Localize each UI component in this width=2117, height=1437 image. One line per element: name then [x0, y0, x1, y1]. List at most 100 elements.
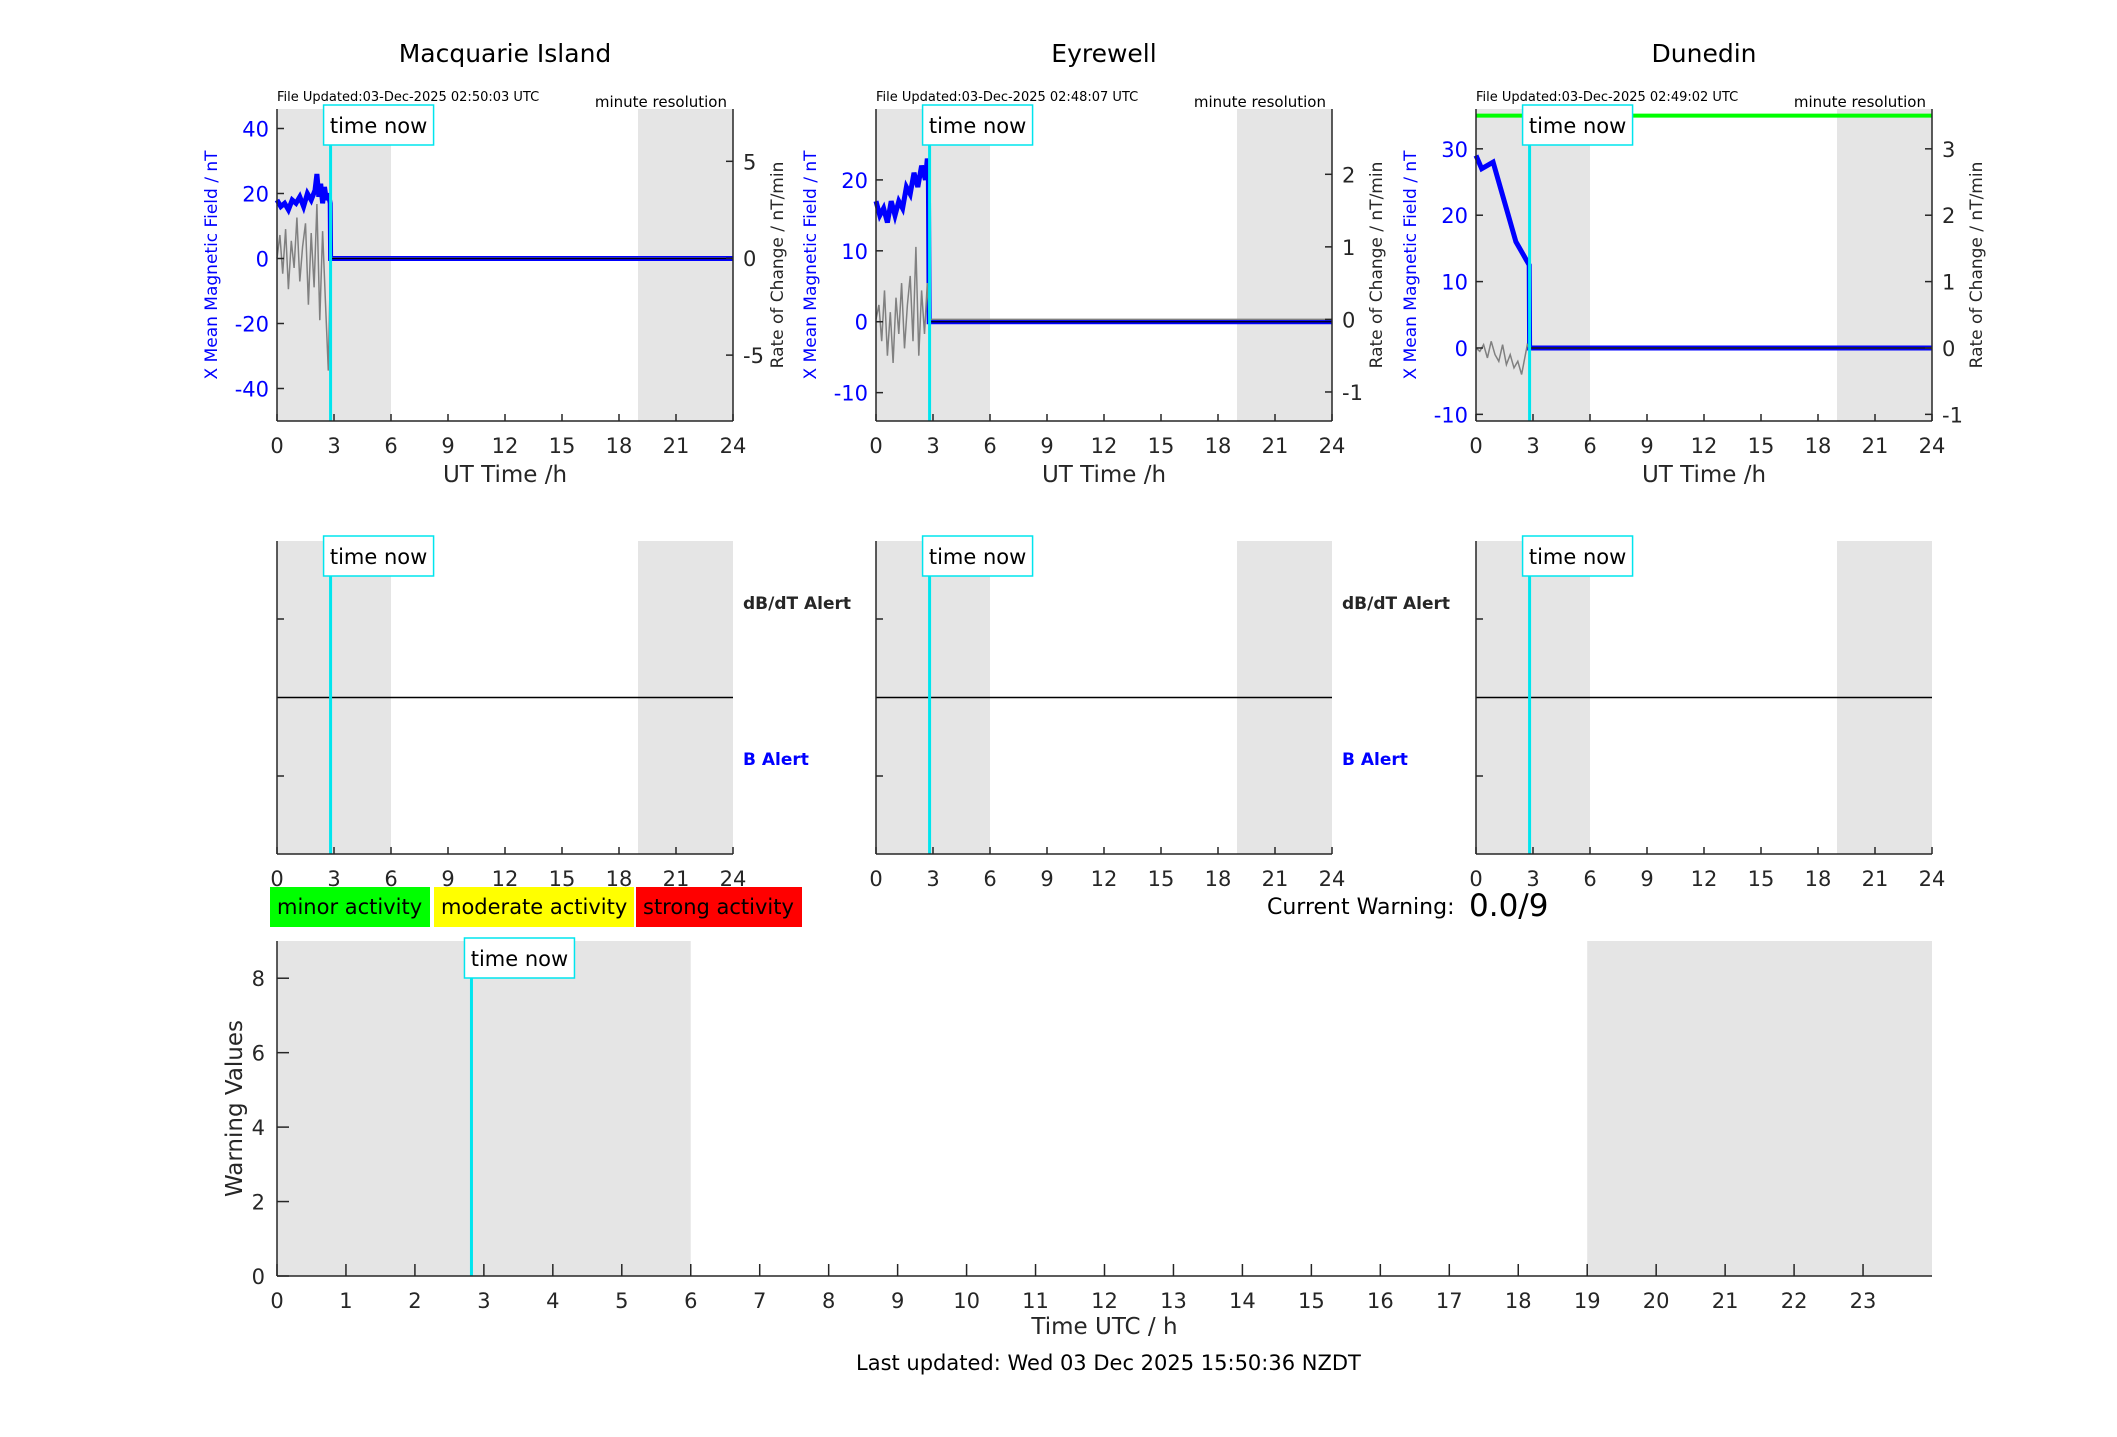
y-tick-label: 2 [252, 1191, 265, 1215]
x-tick-label: 12 [492, 434, 519, 458]
y-axis-title: Warning Values [222, 1020, 248, 1197]
x-tick-label: 9 [1640, 434, 1653, 458]
y-tick-label: 20 [841, 169, 868, 193]
top-night-shade [1237, 109, 1332, 421]
top-night-shade [638, 109, 733, 421]
x-tick-label: 0 [869, 867, 882, 891]
y-tick-label: 0 [256, 248, 269, 272]
y2-tick-label: 5 [743, 150, 756, 174]
x-tick-label: 13 [1160, 1289, 1187, 1313]
y-tick-label: 6 [252, 1042, 265, 1066]
x-tick-label: 0 [1469, 434, 1482, 458]
current-warning-value: 0.0/9 [1469, 888, 1549, 924]
x-tick-label: 24 [720, 434, 747, 458]
legend-strong-activity: strong activity [636, 887, 802, 927]
x-tick-label: 3 [1526, 434, 1539, 458]
y2-tick-label: 1 [1942, 271, 1955, 295]
resolution-note: minute resolution [595, 93, 727, 111]
top-night-shade [876, 109, 990, 421]
db-dt-alert-label: dB/dT Alert [1342, 594, 1450, 614]
x-tick-label: 0 [1469, 867, 1482, 891]
y2-axis-title: Rate of Change / nT/min [1367, 162, 1387, 369]
x-tick-label: 3 [327, 434, 340, 458]
x-tick-label: 15 [1298, 1289, 1325, 1313]
x-tick-label: 9 [891, 1289, 904, 1313]
x-tick-label: 10 [953, 1289, 980, 1313]
y2-tick-label: 0 [743, 247, 756, 271]
db-dt-alert-label: dB/dT Alert [743, 594, 851, 614]
b-alert-label: B Alert [1342, 750, 1408, 770]
x-tick-label: 6 [983, 867, 996, 891]
y-tick-label: 0 [1455, 337, 1468, 361]
current-warning-label: Current Warning: [1267, 895, 1455, 920]
x-tick-label: 3 [327, 867, 340, 891]
b-alert-label: B Alert [743, 750, 809, 770]
y-tick-label: 30 [1441, 138, 1468, 162]
x-tick-label: 15 [549, 434, 576, 458]
x-tick-label: 22 [1781, 1289, 1808, 1313]
y-tick-label: 0 [855, 311, 868, 335]
time-now-label: time now [1529, 545, 1626, 569]
x-tick-label: 8 [822, 1289, 835, 1313]
time-now-box-frame [921, 535, 1034, 577]
x-field-series-line [274, 173, 733, 261]
x-tick-label: 15 [1748, 867, 1775, 891]
x-tick-label: 21 [1262, 867, 1289, 891]
x-tick-label: 12 [1091, 1289, 1118, 1313]
x-tick-label: 6 [684, 1289, 697, 1313]
time-now-box-frame [1521, 535, 1634, 577]
x-axis-title: UT Time /h [443, 462, 567, 488]
x-tick-label: 18 [1805, 434, 1832, 458]
x-tick-label: 16 [1367, 1289, 1394, 1313]
x-tick-label: 24 [1319, 867, 1346, 891]
x-tick-label: 6 [1583, 867, 1596, 891]
x-tick-label: 24 [1919, 867, 1946, 891]
x-tick-label: 3 [1526, 867, 1539, 891]
x-tick-label: 6 [384, 867, 397, 891]
y-tick-label: 20 [242, 183, 269, 207]
rate-of-change-series-line [1475, 341, 1932, 375]
x-tick-label: 9 [441, 867, 454, 891]
y-axis-title: X Mean Magnetic Field / nT [801, 150, 821, 380]
y2-tick-label: 3 [1942, 138, 1955, 162]
x-tick-label: 19 [1574, 1289, 1601, 1313]
y-tick-label: -10 [834, 382, 868, 406]
y2-tick-label: 0 [1342, 308, 1355, 332]
y-tick-label: 10 [1441, 271, 1468, 295]
x-tick-label: 4 [546, 1289, 559, 1313]
time-now-label: time now [330, 114, 427, 138]
y-tick-label: -10 [1434, 403, 1468, 427]
top-night-shade [1837, 109, 1932, 421]
x-tick-label: 21 [663, 434, 690, 458]
time-now-box: time now [1521, 535, 1634, 577]
station-title: Eyrewell [1051, 39, 1156, 68]
x-tick-label: 23 [1850, 1289, 1877, 1313]
x-tick-label: 9 [1040, 434, 1053, 458]
x-tick-label: 2 [408, 1289, 421, 1313]
x-tick-label: 21 [1262, 434, 1289, 458]
time-now-box-frame [322, 104, 435, 146]
x-tick-label: 20 [1643, 1289, 1670, 1313]
x-tick-label: 18 [1205, 434, 1232, 458]
rate-of-change-series-line [276, 203, 733, 371]
x-tick-label: 21 [1712, 1289, 1739, 1313]
x-tick-label: 6 [1583, 434, 1596, 458]
x-tick-label: 0 [270, 434, 283, 458]
x-tick-label: 1 [339, 1289, 352, 1313]
x-tick-label: 12 [1691, 434, 1718, 458]
x-tick-label: 6 [384, 434, 397, 458]
time-now-label: time now [929, 545, 1026, 569]
legend-minor-activity: minor activity [270, 887, 430, 927]
x-tick-label: 24 [1919, 434, 1946, 458]
x-tick-label: 12 [1091, 867, 1118, 891]
x-tick-label: 15 [1148, 867, 1175, 891]
x-axis-title: UT Time /h [1042, 462, 1166, 488]
y-tick-label: 10 [841, 240, 868, 264]
x-tick-label: 18 [1805, 867, 1832, 891]
y2-tick-label: 0 [1942, 337, 1955, 361]
x-tick-label: 12 [1691, 867, 1718, 891]
x-tick-label: 15 [1748, 434, 1775, 458]
y2-tick-label: -1 [1942, 403, 1963, 427]
file-updated-note: File Updated:03-Dec-2025 02:49:02 UTC [1476, 90, 1738, 105]
